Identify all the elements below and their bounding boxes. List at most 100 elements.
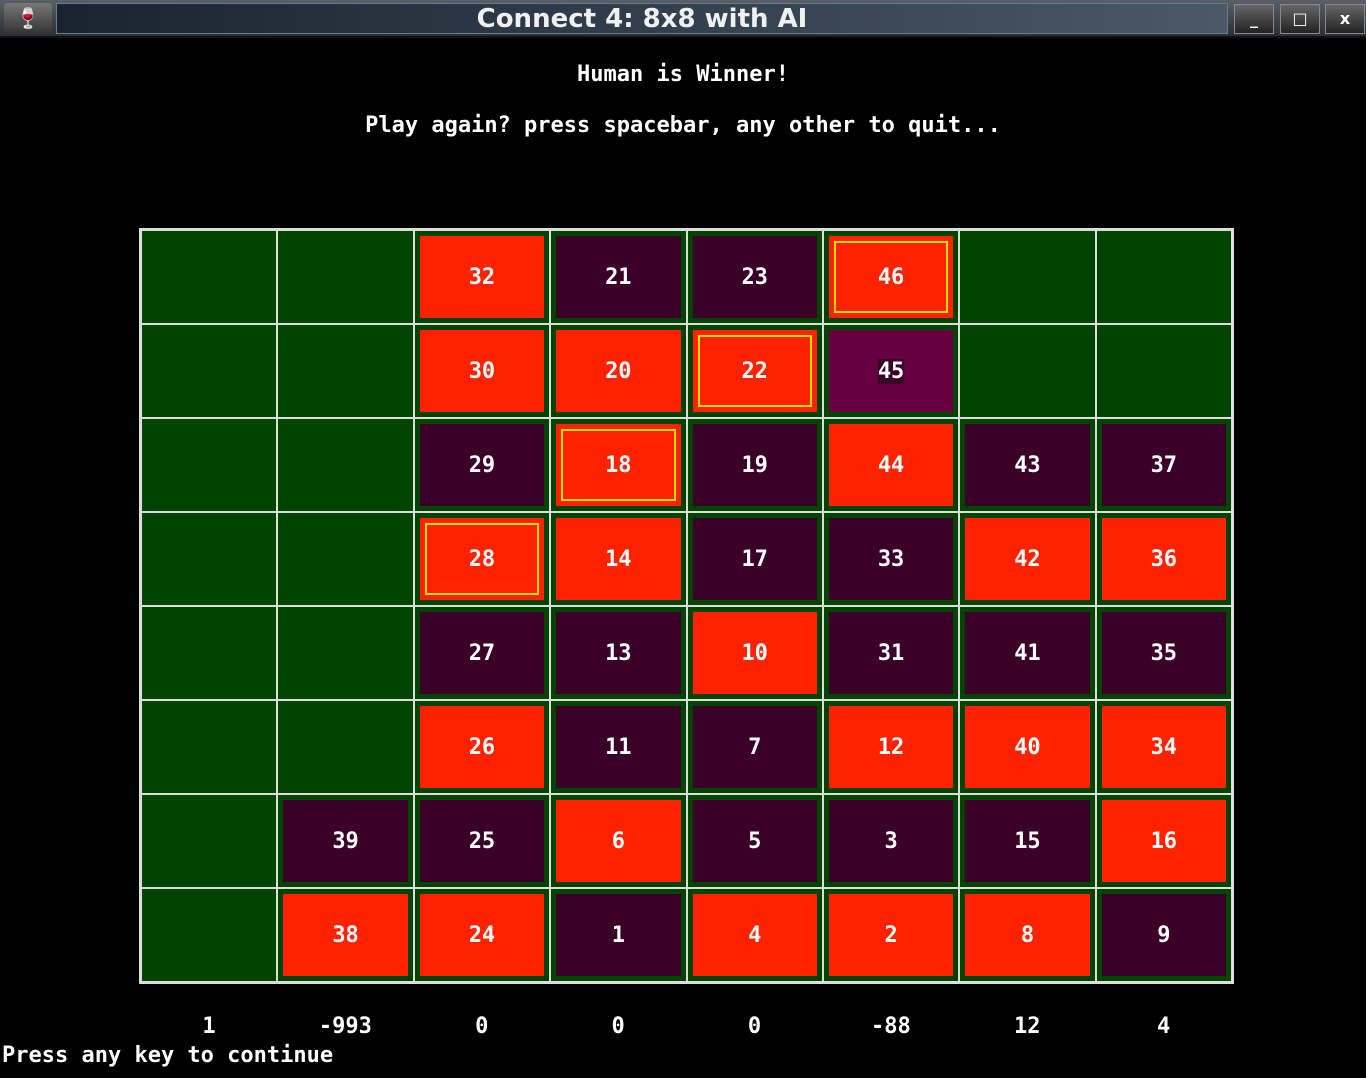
board-cell[interactable]: 38: [277, 888, 414, 982]
human-piece: 38: [283, 894, 408, 976]
board-cell[interactable]: 10: [686, 606, 823, 700]
move-number: 41: [1014, 640, 1041, 666]
board-cell[interactable]: [141, 700, 278, 794]
move-number: 8: [1020, 922, 1035, 948]
board-cell[interactable]: 17: [686, 512, 823, 606]
board-cell[interactable]: 45: [822, 324, 960, 418]
board-cell[interactable]: 40: [959, 700, 1096, 794]
move-number: 3: [884, 828, 898, 854]
board-cell[interactable]: 11: [550, 700, 687, 794]
board-cell[interactable]: [277, 512, 414, 606]
board-cell[interactable]: 13: [550, 606, 687, 700]
board-cell[interactable]: 44: [822, 418, 960, 512]
board-cell[interactable]: 24: [413, 888, 551, 982]
board-cell[interactable]: 2: [822, 888, 960, 982]
board-cell[interactable]: [1095, 230, 1232, 324]
board-cell[interactable]: 14: [550, 512, 687, 606]
close-button[interactable]: x: [1325, 4, 1365, 34]
board-cell[interactable]: 4: [686, 888, 823, 982]
maximize-button[interactable]: □: [1280, 4, 1320, 34]
move-number: 20: [605, 358, 632, 384]
human-piece: 4: [692, 894, 817, 976]
move-number: 22: [741, 358, 768, 384]
board-cell[interactable]: 30: [413, 324, 551, 418]
board-cell[interactable]: 34: [1095, 700, 1232, 794]
board-cell[interactable]: 5: [686, 794, 823, 888]
human-piece: 6: [556, 800, 681, 882]
board-cell[interactable]: [277, 606, 414, 700]
board-cell[interactable]: 9: [1095, 888, 1232, 982]
board-cell[interactable]: 22: [686, 324, 823, 418]
board-cell[interactable]: 15: [959, 794, 1096, 888]
human-piece: 8: [965, 894, 1090, 976]
board-cell[interactable]: 35: [1095, 606, 1232, 700]
board-cell[interactable]: 33: [822, 512, 960, 606]
board-cell[interactable]: 3: [822, 794, 960, 888]
move-number: 36: [1150, 546, 1178, 572]
move-number: 19: [741, 452, 768, 478]
board-cell[interactable]: [141, 324, 278, 418]
board-cell[interactable]: [141, 606, 278, 700]
board-cell[interactable]: 28: [413, 512, 551, 606]
board-cell[interactable]: [959, 230, 1096, 324]
board-cell[interactable]: [959, 324, 1096, 418]
board-cell[interactable]: 46: [822, 230, 960, 324]
move-number: 23: [741, 264, 768, 290]
board-cell[interactable]: [141, 888, 278, 982]
board-cell[interactable]: 18: [550, 418, 687, 512]
board-cell[interactable]: 43: [959, 418, 1096, 512]
human-piece: 44: [828, 424, 954, 506]
board-cell[interactable]: 19: [686, 418, 823, 512]
board-cell[interactable]: 21: [550, 230, 687, 324]
board-cell[interactable]: 1: [550, 888, 687, 982]
ai-piece: 21: [556, 236, 681, 318]
board-cell[interactable]: 39: [277, 794, 414, 888]
board-cell[interactable]: 36: [1095, 512, 1232, 606]
human-piece: 20: [556, 330, 681, 412]
move-number: 30: [468, 358, 496, 384]
move-number: 15: [1014, 828, 1041, 854]
board-cell[interactable]: [141, 512, 278, 606]
board-cell[interactable]: [141, 230, 278, 324]
board-cell[interactable]: 31: [822, 606, 960, 700]
board-cell[interactable]: 27: [413, 606, 551, 700]
board-cell[interactable]: [1095, 324, 1232, 418]
board-cell[interactable]: 41: [959, 606, 1096, 700]
human-piece: 22: [692, 330, 817, 412]
board-cell[interactable]: 20: [550, 324, 687, 418]
move-number: 13: [605, 640, 632, 666]
wine-glass-icon[interactable]: 🍷: [4, 3, 52, 34]
move-number: 7: [748, 734, 762, 760]
game-board[interactable]: 32 21 23 46 30 20 22 45 29 18 19 44 43 37 28 14 17 33 42 36…: [139, 228, 1234, 984]
board-cell[interactable]: [277, 324, 414, 418]
board-cell[interactable]: 32: [413, 230, 551, 324]
move-number: 25: [468, 828, 496, 854]
human-piece: 14: [556, 518, 681, 600]
board-cell[interactable]: 29: [413, 418, 551, 512]
move-number: 4: [748, 922, 762, 948]
board-cell[interactable]: 16: [1095, 794, 1232, 888]
ai-piece: 15: [965, 800, 1090, 882]
board-cell[interactable]: 23: [686, 230, 823, 324]
board-cell[interactable]: 42: [959, 512, 1096, 606]
board-cell[interactable]: [141, 794, 278, 888]
board-cell[interactable]: 7: [686, 700, 823, 794]
board-cell[interactable]: 37: [1095, 418, 1232, 512]
human-piece: 42: [965, 518, 1090, 600]
board-cell[interactable]: [141, 418, 278, 512]
minimize-button[interactable]: _: [1234, 4, 1274, 34]
move-number: 16: [1150, 828, 1178, 854]
board-cell[interactable]: 25: [413, 794, 551, 888]
ai-piece: 35: [1101, 612, 1226, 694]
board-cell[interactable]: 8: [959, 888, 1096, 982]
board-cell[interactable]: 6: [550, 794, 687, 888]
ai-piece: 19: [692, 424, 817, 506]
ai-piece: 7: [692, 706, 817, 788]
board-cell[interactable]: 26: [413, 700, 551, 794]
board-cell[interactable]: 12: [822, 700, 960, 794]
board-cell[interactable]: [277, 418, 414, 512]
board-cell[interactable]: [277, 230, 414, 324]
move-number: 21: [605, 264, 632, 290]
board-cell[interactable]: [277, 700, 414, 794]
move-number: 10: [741, 640, 768, 666]
